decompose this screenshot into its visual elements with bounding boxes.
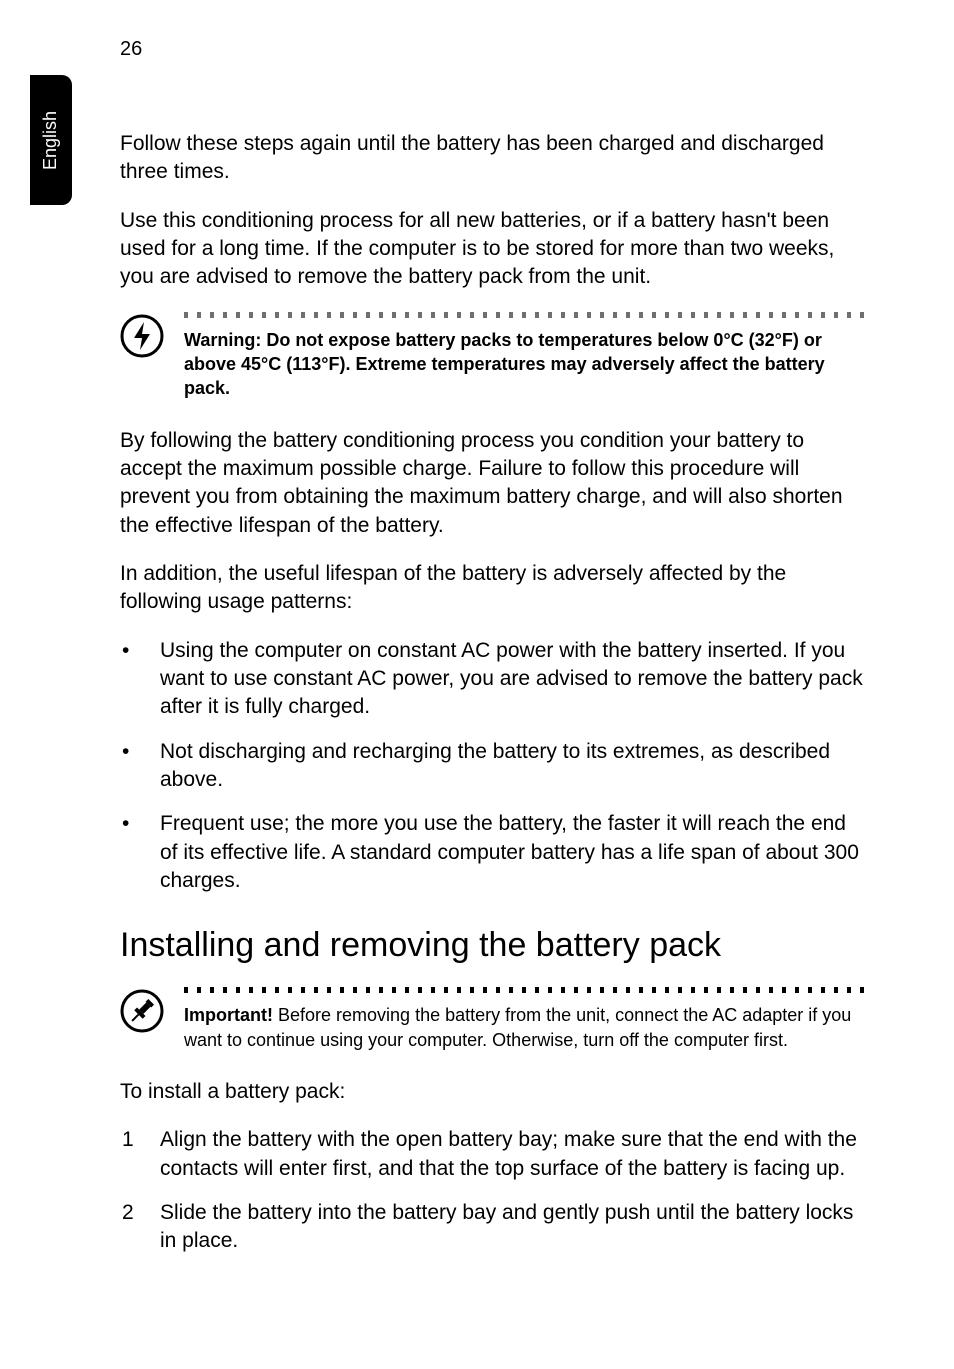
lightning-circle-icon: [120, 314, 164, 358]
warning-text: Warning: Do not expose battery packs to …: [184, 328, 864, 401]
important-body: Before removing the battery from the uni…: [184, 1005, 851, 1049]
list-number: 1: [122, 1126, 134, 1154]
page-number: 26: [120, 38, 142, 61]
list-item: 2 Slide the battery into the battery bay…: [120, 1199, 864, 1256]
bullet-text: Not discharging and recharging the batte…: [160, 740, 830, 791]
list-item: 1 Align the battery with the open batter…: [120, 1126, 864, 1183]
list-number: 2: [122, 1199, 134, 1227]
paragraph: By following the battery conditioning pr…: [120, 427, 864, 540]
note-body: Warning: Do not expose battery packs to …: [184, 312, 864, 401]
page-content: Follow these steps again until the batte…: [120, 130, 864, 1256]
language-side-tab: English: [30, 75, 72, 205]
paragraph: In addition, the useful lifespan of the …: [120, 560, 864, 617]
paragraph: Follow these steps again until the batte…: [120, 130, 864, 187]
page: 26 English Follow these steps again unti…: [0, 0, 954, 1369]
important-label: Important!: [184, 1005, 273, 1025]
numbered-list: 1 Align the battery with the open batter…: [120, 1126, 864, 1255]
pin-circle-icon: [120, 989, 164, 1033]
dotted-rule: [184, 312, 864, 318]
list-item: Frequent use; the more you use the batte…: [120, 810, 864, 895]
dotted-rule: [184, 987, 864, 993]
num-text: Align the battery with the open battery …: [160, 1128, 857, 1179]
important-text: Important! Before removing the battery f…: [184, 1003, 864, 1052]
bullet-text: Frequent use; the more you use the batte…: [160, 812, 859, 892]
important-note: Important! Before removing the battery f…: [120, 987, 864, 1052]
num-text: Slide the battery into the battery bay a…: [160, 1201, 853, 1252]
side-tab-label: English: [41, 110, 62, 169]
bullet-text: Using the computer on constant AC power …: [160, 639, 863, 719]
list-item: Using the computer on constant AC power …: [120, 637, 864, 722]
warning-note: Warning: Do not expose battery packs to …: [120, 312, 864, 401]
note-body: Important! Before removing the battery f…: [184, 987, 864, 1052]
bullet-list: Using the computer on constant AC power …: [120, 637, 864, 896]
paragraph: Use this conditioning process for all ne…: [120, 207, 864, 292]
paragraph: To install a battery pack:: [120, 1078, 864, 1106]
section-heading: Installing and removing the battery pack: [120, 923, 864, 969]
list-item: Not discharging and recharging the batte…: [120, 738, 864, 795]
